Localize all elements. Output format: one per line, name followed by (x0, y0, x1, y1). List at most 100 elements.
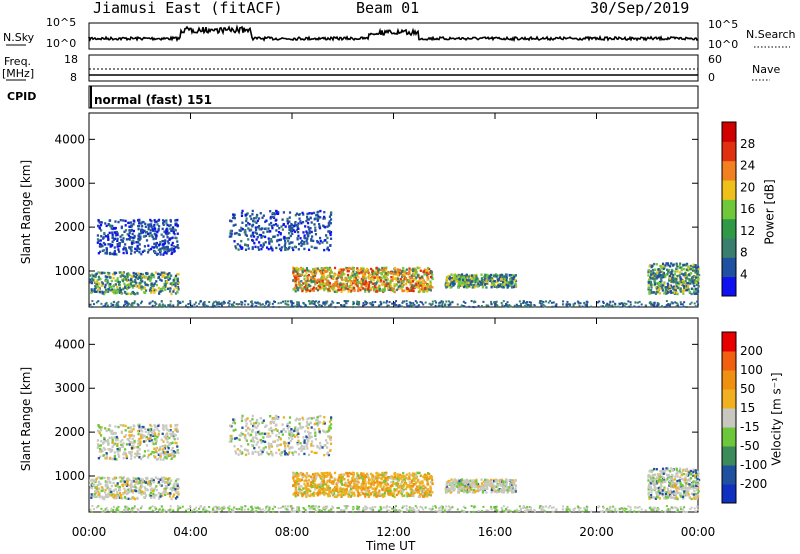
power-cell (105, 290, 108, 293)
power-cell (688, 278, 691, 281)
power-cell (286, 217, 289, 221)
velocity-cell (297, 439, 300, 443)
velocity-cell (111, 493, 114, 496)
power-cell (290, 304, 293, 307)
power-cell (282, 222, 285, 226)
velocity-cell (143, 486, 147, 489)
power-cell (416, 266, 419, 270)
power-cell (238, 244, 242, 247)
velocity-cell (152, 434, 155, 437)
power-cell (482, 300, 485, 303)
velocity-cell (126, 438, 129, 441)
power-cell (650, 288, 653, 292)
velocity-cell (297, 447, 301, 451)
velocity-cell (155, 494, 158, 497)
power-cell (424, 301, 427, 304)
power-cell (418, 266, 421, 270)
power-cell (151, 245, 154, 249)
power-cell (651, 304, 654, 307)
power-cell (406, 305, 409, 308)
power-cell (130, 240, 134, 243)
velocity-cell (319, 421, 322, 424)
velocity-cell (233, 445, 236, 448)
power-cell (161, 239, 164, 243)
power-cell (124, 285, 127, 288)
power-cell (315, 246, 318, 250)
power-cell (604, 305, 607, 308)
power-cell (222, 302, 225, 305)
velocity-cell (270, 450, 273, 454)
power-cell (413, 278, 416, 281)
xtick-label: 08:00 (275, 525, 310, 539)
power-cell (174, 292, 178, 295)
power-cell (166, 247, 170, 250)
velocity-cell (329, 449, 332, 452)
power-cell (147, 277, 151, 281)
power-cell (316, 239, 319, 243)
velocity-cell (271, 452, 274, 456)
power-cell (134, 280, 137, 284)
power-cell (355, 271, 358, 274)
power-cell (337, 288, 340, 292)
power-cell (606, 302, 609, 305)
power-cell (485, 286, 488, 289)
power-cell (670, 262, 673, 265)
velocity-cell (410, 491, 413, 494)
power-cell (364, 288, 367, 291)
velocity-cell (321, 446, 324, 449)
velocity-cell (97, 476, 100, 479)
power-cell (519, 304, 522, 307)
power-cell (117, 220, 120, 224)
power-cell (441, 300, 444, 303)
power-cell (257, 248, 261, 251)
power-cell (265, 246, 269, 249)
power-cell (307, 283, 310, 287)
power-cell (310, 245, 313, 248)
power-cell (138, 247, 141, 251)
power-cell (270, 247, 273, 250)
velocity-cell (269, 435, 272, 438)
velocity-cell (339, 478, 342, 481)
power-cell (464, 301, 467, 304)
power-cell (652, 262, 656, 266)
velocity-cell (420, 493, 423, 496)
power-cell (327, 288, 330, 291)
power-cell (118, 286, 122, 290)
power-cell (107, 235, 110, 239)
nave-tick-60: 60 (708, 53, 722, 66)
power-cell (295, 278, 298, 281)
power-cell (368, 289, 371, 292)
power-cell (318, 225, 321, 228)
velocity-cell (244, 453, 248, 456)
velocity-cell (104, 491, 107, 494)
power-cell (500, 301, 503, 304)
velocity-cell (293, 479, 296, 482)
power-cell (653, 301, 656, 304)
power-cell (170, 247, 173, 250)
power-cell (245, 234, 249, 237)
velocity-cell (116, 482, 119, 485)
power-cell (116, 242, 119, 246)
velocity-cell (256, 431, 260, 434)
power-cell (453, 282, 456, 285)
power-cell (500, 285, 503, 289)
velocity-cell (104, 457, 107, 460)
power-cell (475, 273, 478, 277)
power-data-cells (89, 209, 701, 309)
power-cell (189, 302, 192, 305)
velocity-cell (107, 493, 110, 496)
power-cell (362, 267, 365, 270)
power-cell (276, 234, 279, 237)
power-cell (692, 282, 695, 285)
velocity-cell (165, 427, 168, 430)
power-cell (136, 244, 139, 248)
velocity-cell (134, 477, 138, 481)
velocity-cell (168, 477, 171, 480)
power-cell (111, 240, 114, 243)
power-cell (123, 291, 126, 294)
velocity-cell (276, 417, 280, 421)
velocity-cell (176, 482, 180, 485)
velocity-cell (386, 483, 390, 486)
power-cell (292, 288, 295, 291)
velocity-cell (255, 437, 259, 440)
